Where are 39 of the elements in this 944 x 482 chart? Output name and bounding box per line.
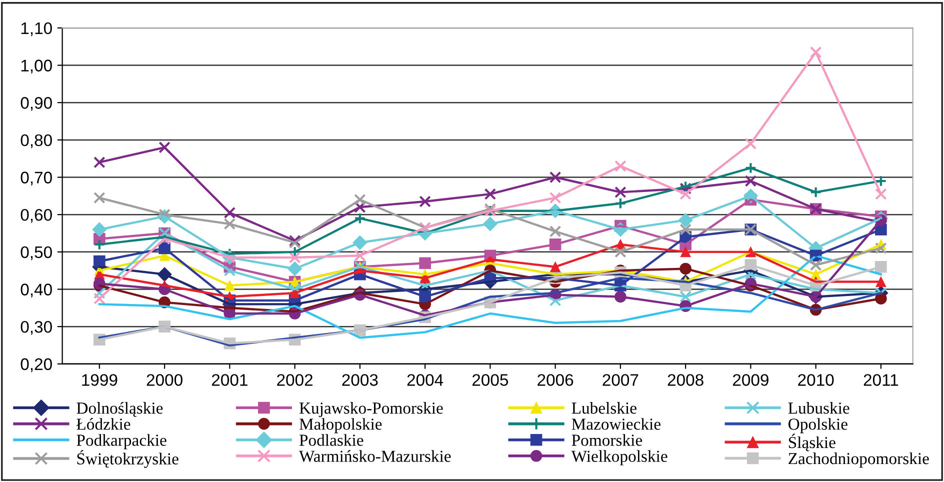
x-tick-label: 2005	[472, 374, 508, 386]
legend-label: Warmińsko-Mazurskie	[298, 450, 451, 462]
x-tick-label: 2008	[668, 374, 704, 386]
x-tick-label: 2010	[798, 374, 834, 386]
legend-label: Łódzkie	[76, 418, 130, 430]
y-tick-label: 0,30	[20, 320, 52, 335]
y-tick-label: 0,70	[20, 172, 52, 186]
legend-label: Dolnośląskie	[76, 402, 163, 417]
y-tick-label: 0,50	[20, 246, 52, 260]
legend-label: Kujawsko-Pomorskie	[299, 402, 443, 418]
y-tick-label: 1,10	[21, 22, 52, 36]
x-tick-label: 2003	[342, 374, 378, 386]
x-tick-label: 2006	[538, 374, 574, 386]
legend-label: Świętokrzyskie	[77, 450, 178, 468]
x-tick-label: 2004	[407, 374, 444, 386]
y-tick-label: 1,00	[21, 60, 52, 74]
x-tick-label: 2000	[146, 374, 182, 386]
legend-label: Podkarpackie	[76, 434, 166, 450]
legend-label: Opolskie	[788, 418, 848, 434]
x-tick-label: 2007	[602, 374, 638, 386]
legend-label: Mazowieckie	[572, 418, 660, 430]
legend-label: Wielkopolskie	[571, 450, 668, 466]
y-tick-label: 0,60	[20, 209, 52, 223]
x-tick-label: 2011	[864, 374, 898, 386]
legend-label: Śląskie	[788, 434, 836, 452]
x-tick-label: 2001	[212, 374, 248, 386]
legend-label: Zachodniopomorskie	[788, 452, 929, 468]
legend-label: Małopolskie	[299, 418, 382, 434]
legend-label: Pomorskie	[572, 434, 642, 446]
legend-label: Lubuskie	[788, 402, 850, 414]
y-tick-label: 0,90	[20, 97, 52, 111]
y-tick-label: 0,40	[20, 284, 52, 298]
legend-label: Lubelskie	[572, 402, 636, 414]
y-tick-label: 0,80	[20, 134, 52, 148]
x-tick-label: 2002	[277, 374, 313, 386]
x-tick-label: 1999	[82, 374, 118, 386]
legend-label: Podlaskie	[299, 434, 364, 446]
y-tick-label: 0,20	[20, 358, 52, 372]
x-tick-label: 2009	[732, 374, 768, 386]
